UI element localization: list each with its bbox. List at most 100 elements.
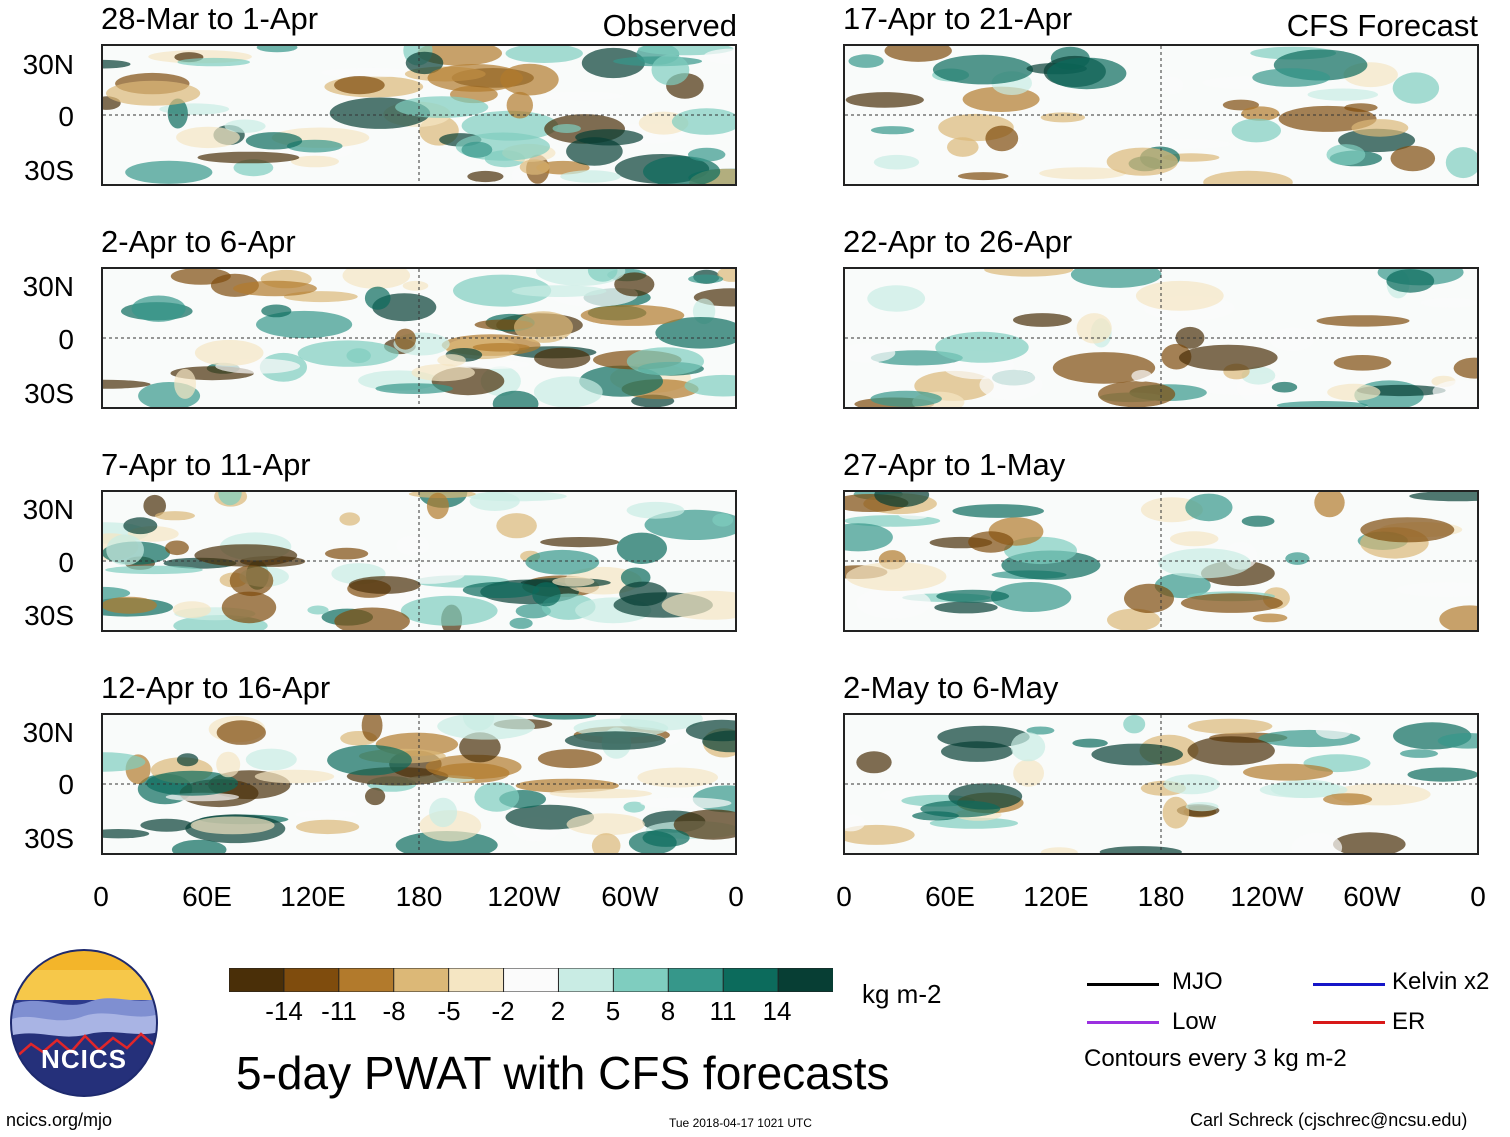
anomaly-blob	[1160, 76, 1184, 95]
panel-title-forecast-3: 27-Apr to 1-May	[843, 447, 1066, 482]
anomaly-blob	[429, 797, 458, 828]
panel-title-forecast-4: 2-May to 6-May	[843, 670, 1059, 705]
anomaly-blob	[474, 782, 520, 812]
anomaly-blob	[325, 547, 369, 560]
anomaly-blob	[1047, 57, 1127, 90]
anomaly-blob	[140, 818, 193, 832]
ncics-logo-graphic	[10, 949, 158, 1097]
lat-label-30s: 30S	[24, 600, 74, 631]
anomaly-blob	[197, 151, 300, 164]
anomaly-blob	[637, 767, 718, 788]
map-panel-forecast-3	[843, 490, 1479, 632]
anomaly-blob	[1231, 118, 1281, 143]
lat-label-30n: 30N	[22, 494, 74, 525]
anomaly-blob	[233, 159, 274, 177]
anomaly-blob	[365, 787, 386, 806]
anomaly-blob	[506, 91, 533, 119]
anomaly-blob	[867, 285, 926, 312]
anomaly-blob	[979, 369, 1043, 401]
colorbar-tick: -8	[382, 996, 406, 1026]
anomaly-blob	[985, 125, 1019, 152]
anomaly-blob	[1291, 832, 1343, 853]
anomaly-blob	[580, 304, 685, 326]
colorbar-swatch	[503, 967, 560, 993]
anomaly-blob	[1040, 112, 1086, 123]
map-panel-forecast-4	[843, 713, 1479, 855]
anomaly-blob	[327, 744, 412, 776]
anomaly-blob	[171, 839, 227, 853]
map-panel-observed-3	[101, 490, 737, 632]
anomaly-blob	[941, 741, 1013, 762]
pwat-anomaly-field	[845, 46, 1477, 184]
anomaly-blob	[884, 46, 952, 62]
anomaly-blob	[846, 562, 947, 591]
anomaly-blob	[459, 732, 501, 763]
lat-label-30n: 30N	[22, 271, 74, 302]
anomaly-blob	[1396, 582, 1477, 597]
anomaly-blob	[1276, 401, 1368, 407]
anomaly-blob	[427, 64, 524, 92]
anomaly-blob	[1437, 733, 1477, 749]
colorbar-swatch	[777, 967, 835, 993]
anomaly-blob	[462, 581, 540, 599]
map-panel-observed-2	[101, 267, 737, 409]
anomaly-blob	[400, 595, 498, 626]
anomaly-blob	[591, 833, 621, 853]
anomaly-blob	[532, 715, 597, 720]
map-panel-forecast-1	[843, 44, 1479, 186]
anomaly-blob	[256, 310, 353, 339]
anomaly-blob	[519, 159, 550, 175]
anomaly-blob	[174, 368, 196, 399]
anomaly-blob	[1278, 105, 1377, 132]
anomaly-blob	[1327, 383, 1381, 401]
legend-line-kelvin	[1313, 983, 1385, 986]
anomaly-blob	[143, 494, 166, 517]
anomaly-blob	[1326, 144, 1366, 166]
anomaly-blob	[968, 531, 1014, 553]
anomaly-blob	[216, 751, 241, 778]
lon-label-120w: 120W	[487, 881, 561, 912]
anomaly-blob	[1285, 552, 1310, 565]
anomaly-blob	[552, 124, 581, 133]
anomaly-blob	[952, 504, 1044, 518]
anomaly-blob	[256, 46, 298, 53]
anomaly-blob	[245, 132, 303, 150]
colorbar-tick: -11	[321, 996, 357, 1026]
anomaly-blob	[525, 549, 600, 575]
anomaly-blob	[1241, 366, 1276, 385]
anomaly-blob	[1333, 832, 1406, 853]
lat-label-30s: 30S	[24, 823, 74, 854]
lon-label-60e: 60E	[182, 881, 232, 912]
anomaly-blob	[216, 720, 266, 745]
panel-title-observed-4: 12-Apr to 16-Apr	[101, 670, 331, 705]
legend-label-er: ER	[1392, 1008, 1426, 1035]
colorbar-tick: -5	[437, 996, 461, 1026]
anomaly-blob	[532, 582, 561, 607]
anomaly-blob	[224, 119, 266, 133]
anomaly-blob	[1307, 88, 1378, 101]
anomaly-blob	[1052, 352, 1156, 384]
legend-label-kelvin: Kelvin x2	[1392, 968, 1490, 995]
anomaly-blob	[131, 295, 186, 322]
anomaly-blob	[1445, 147, 1477, 179]
anomaly-blob	[176, 753, 199, 767]
anomaly-blob	[655, 317, 735, 349]
anomaly-blob	[549, 788, 652, 799]
anomaly-blob	[194, 544, 298, 567]
anomaly-blob	[361, 715, 383, 742]
lon-label-180: 180	[395, 881, 443, 912]
anomaly-blob	[103, 596, 157, 614]
anomaly-blob	[1453, 357, 1477, 379]
anomaly-blob	[623, 801, 645, 813]
anomaly-blob	[1203, 170, 1293, 184]
lon-label-60w: 60W	[601, 881, 659, 912]
anomaly-blob	[106, 80, 201, 106]
anomaly-blob	[640, 797, 732, 809]
anomaly-blob	[194, 339, 264, 366]
legend-line-mjo	[1087, 983, 1159, 986]
panel-title-observed-2: 2-Apr to 6-Apr	[101, 224, 296, 259]
anomaly-blob	[125, 160, 213, 184]
anomaly-blob	[1013, 759, 1044, 787]
anomaly-blob	[167, 98, 188, 129]
anomaly-blob	[990, 582, 1072, 612]
